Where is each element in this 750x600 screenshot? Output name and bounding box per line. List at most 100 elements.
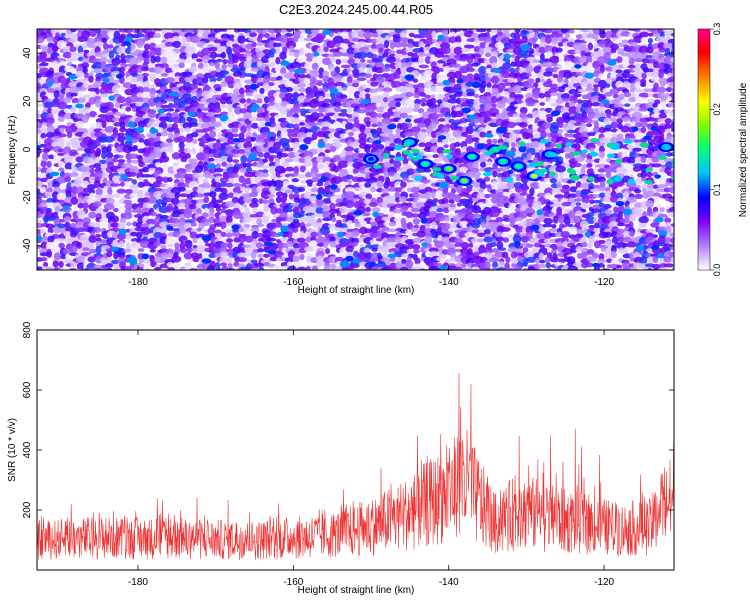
heatmap-cell xyxy=(147,109,156,119)
heatmap-cell xyxy=(670,223,674,228)
heatmap-cell xyxy=(551,223,557,229)
heatmap-cell xyxy=(214,168,224,173)
heatmap-cell xyxy=(358,185,366,193)
heatmap-cell xyxy=(514,66,521,75)
heatmap-cell xyxy=(448,52,456,59)
heatmap-cell xyxy=(267,40,277,50)
heatmap-cell xyxy=(396,49,404,55)
heatmap-cell xyxy=(244,235,254,243)
heatmap-cell xyxy=(202,29,210,32)
heatmap-cell xyxy=(167,177,173,183)
heatmap-cell xyxy=(633,70,645,79)
heatmap-cell xyxy=(88,75,94,83)
heatmap-cell xyxy=(564,60,572,68)
heatmap-cell xyxy=(609,117,618,122)
heatmap-cell xyxy=(299,253,305,261)
heatmap-cell xyxy=(233,32,240,39)
heatmap-cell xyxy=(395,101,401,108)
heatmap-cell xyxy=(81,30,91,39)
heatmap-cell xyxy=(100,61,107,70)
heatmap-cell xyxy=(108,50,115,59)
heatmap-cell xyxy=(663,67,674,75)
heatmap-cell xyxy=(456,202,462,207)
heatmap-cell xyxy=(118,154,124,159)
heatmap-cell xyxy=(95,233,102,238)
heatmap-cell xyxy=(585,86,594,92)
heatmap-cell xyxy=(257,67,264,72)
heatmap-cell xyxy=(58,161,65,168)
heatmap-cell xyxy=(562,97,571,102)
heatmap-cell xyxy=(496,100,506,109)
heatmap-cell xyxy=(322,57,332,66)
heatmap-cell xyxy=(249,201,259,209)
heatmap-cell xyxy=(102,42,109,50)
heatmap-cell xyxy=(192,29,199,35)
heatmap-cell xyxy=(604,131,612,139)
heatmap-cell xyxy=(166,127,175,133)
heatmap-cell xyxy=(526,87,534,94)
heatmap-cell xyxy=(57,238,66,242)
heatmap-cell xyxy=(549,177,558,184)
heatmap-cell xyxy=(514,186,523,193)
heatmap-cell xyxy=(375,76,385,85)
heatmap-cell xyxy=(164,77,176,84)
heatmap-cell xyxy=(412,78,419,83)
heatmap-cell xyxy=(466,55,474,64)
heatmap-cell xyxy=(640,126,647,134)
heatmap-cell xyxy=(242,195,253,204)
heatmap-cell xyxy=(160,56,168,65)
heatmap-cell xyxy=(237,235,246,244)
heatmap-cell xyxy=(492,170,498,178)
heatmap-cell xyxy=(645,82,654,88)
heatmap-cell xyxy=(262,215,269,224)
heatmap-cell xyxy=(166,107,175,112)
heatmap-cell xyxy=(125,221,133,227)
heatmap-cell xyxy=(610,251,618,259)
heatmap-cell xyxy=(57,101,68,110)
heatmap-cell xyxy=(240,155,248,164)
heatmap-cell xyxy=(545,262,552,269)
heatmap-cell xyxy=(93,141,101,147)
heatmap-cell xyxy=(208,62,215,67)
heatmap-cell xyxy=(609,72,618,79)
heatmap-cell xyxy=(501,71,511,79)
heatmap-cell xyxy=(417,131,427,140)
heatmap-cell xyxy=(551,36,559,45)
heatmap-cell xyxy=(668,76,674,84)
heatmap-cell xyxy=(484,52,492,58)
heatmap-cell xyxy=(382,91,390,98)
heatmap-cell xyxy=(52,45,59,53)
heatmap-cell xyxy=(267,193,275,198)
heatmap-cell xyxy=(461,48,471,53)
heatmap-cell xyxy=(570,75,577,83)
heatmap-cell xyxy=(443,144,449,148)
heatmap-cell xyxy=(627,64,637,69)
heatmap-cell xyxy=(94,151,101,158)
heatmap-cell xyxy=(461,262,467,269)
heatmap-cell xyxy=(585,158,594,164)
heatmap-cell xyxy=(165,138,174,143)
heatmap-cell xyxy=(567,226,578,232)
heatmap-cell xyxy=(267,57,278,63)
heatmap-cell xyxy=(118,66,126,73)
heatmap-cell xyxy=(257,253,263,259)
heatmap-cell xyxy=(266,105,278,113)
heatmap-cells xyxy=(37,29,674,270)
heatmap-cell xyxy=(191,131,199,138)
heatmap-cell xyxy=(293,86,299,93)
heatmap-cell xyxy=(339,72,349,77)
heatmap-cell xyxy=(225,232,233,238)
heatmap-cell xyxy=(37,211,42,219)
heatmap-cell xyxy=(292,30,302,39)
heatmap-cell xyxy=(500,65,510,74)
heatmap-cell xyxy=(130,247,136,255)
heatmap-cell xyxy=(37,36,45,44)
heatmap-cell xyxy=(286,29,294,32)
heatmap-cell xyxy=(586,243,593,249)
heatmap-cell xyxy=(262,158,269,163)
heatmap-cell xyxy=(219,256,228,264)
heatmap-cell xyxy=(486,29,492,33)
heatmap-cell xyxy=(249,128,257,134)
heatmap-cell xyxy=(416,82,427,89)
